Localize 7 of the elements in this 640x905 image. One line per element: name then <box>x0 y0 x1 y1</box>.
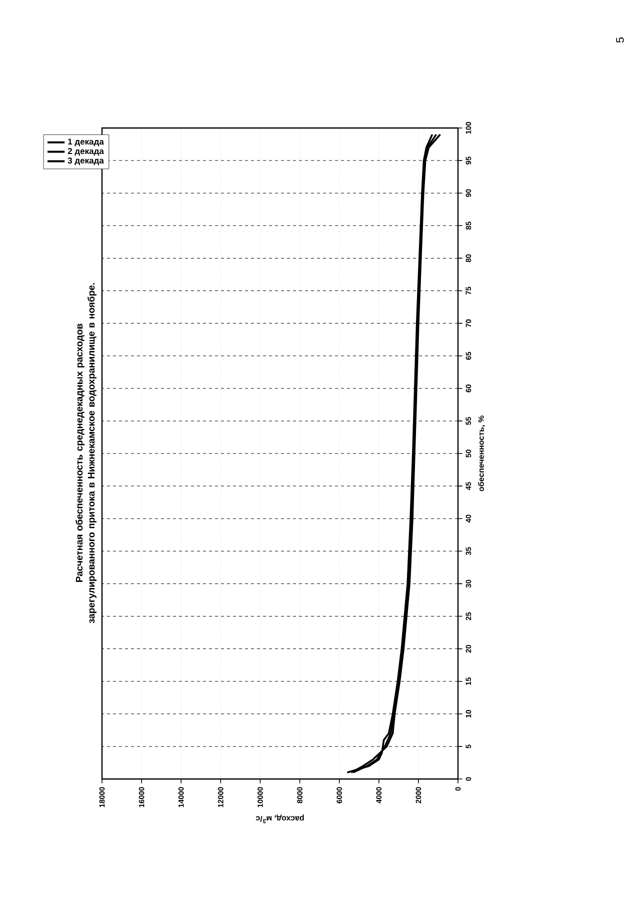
x-axis-title: расход, м$^{3}$/с <box>256 814 304 824</box>
text: 5 <box>616 37 624 43</box>
text: Расчетная обеспеченность среднедекадных расходов зарегулированного притока в Нижнекамское водохранилище в ноябре. <box>76 283 96 624</box>
legend-label: 1 декада <box>68 138 104 146</box>
legend-label: 2 декада <box>68 148 104 156</box>
legend-label: 3 декада <box>68 157 104 166</box>
y-axis-title: обеспеченность, % <box>478 416 486 492</box>
